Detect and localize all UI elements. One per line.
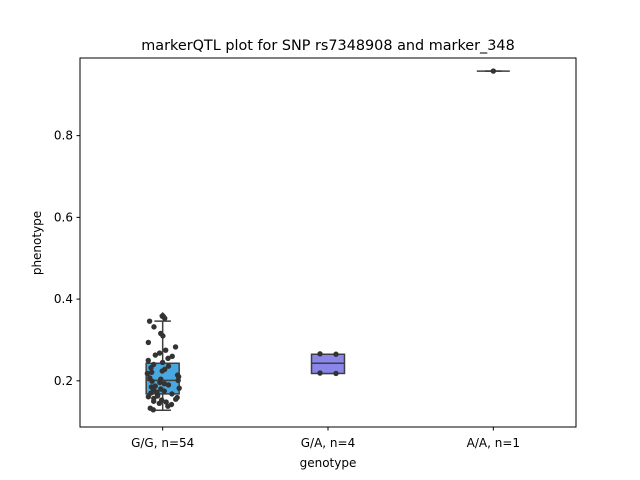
data-point xyxy=(161,380,168,387)
data-point xyxy=(145,339,152,346)
plot-area xyxy=(144,68,510,413)
y-tick-label: 0.2 xyxy=(54,374,73,388)
data-point xyxy=(159,368,165,374)
data-point xyxy=(145,394,152,400)
data-point xyxy=(333,370,339,377)
data-point xyxy=(148,369,155,375)
data-point xyxy=(165,403,171,409)
x-tick-label: A/A, n=1 xyxy=(467,436,520,450)
x-tick-label: G/A, n=4 xyxy=(301,436,355,450)
y-tick-label: 0.4 xyxy=(54,292,73,306)
y-tick-label: 0.6 xyxy=(54,210,73,224)
x-axis: G/G, n=54 G/A, n=4 A/A, n=1 xyxy=(131,427,520,450)
data-point xyxy=(163,347,169,353)
data-point xyxy=(175,377,181,384)
data-point xyxy=(317,351,323,357)
data-point xyxy=(169,353,175,360)
data-point xyxy=(173,396,179,402)
data-point xyxy=(146,318,153,324)
data-point xyxy=(333,351,339,357)
data-point xyxy=(162,315,168,322)
y-tick-label: 0.8 xyxy=(54,129,73,143)
data-point xyxy=(165,355,171,362)
data-point xyxy=(152,352,159,358)
data-point xyxy=(490,68,497,74)
data-point xyxy=(169,391,175,397)
data-point xyxy=(317,370,323,376)
data-point xyxy=(176,385,182,391)
data-point xyxy=(148,365,154,371)
data-point xyxy=(160,333,166,339)
data-point xyxy=(157,379,163,386)
data-point xyxy=(156,400,163,406)
data-point xyxy=(149,378,155,384)
data-point xyxy=(172,344,179,350)
data-point xyxy=(145,357,151,364)
data-point xyxy=(144,370,151,377)
data-point xyxy=(163,399,169,405)
x-axis-label: genotype xyxy=(300,456,357,470)
data-point xyxy=(165,382,172,388)
data-point xyxy=(150,398,157,404)
data-point xyxy=(165,363,172,369)
y-axis: 0.2 0.4 0.6 0.8 xyxy=(54,129,80,388)
chart-title: markerQTL plot for SNP rs7348908 and mar… xyxy=(141,38,514,54)
y-axis-label: phenotype xyxy=(30,211,44,275)
data-point xyxy=(150,407,156,413)
data-point xyxy=(151,324,157,330)
data-point xyxy=(156,350,163,356)
data-point xyxy=(159,359,166,366)
data-point xyxy=(161,388,167,394)
x-tick-label: G/G, n=54 xyxy=(131,436,194,450)
